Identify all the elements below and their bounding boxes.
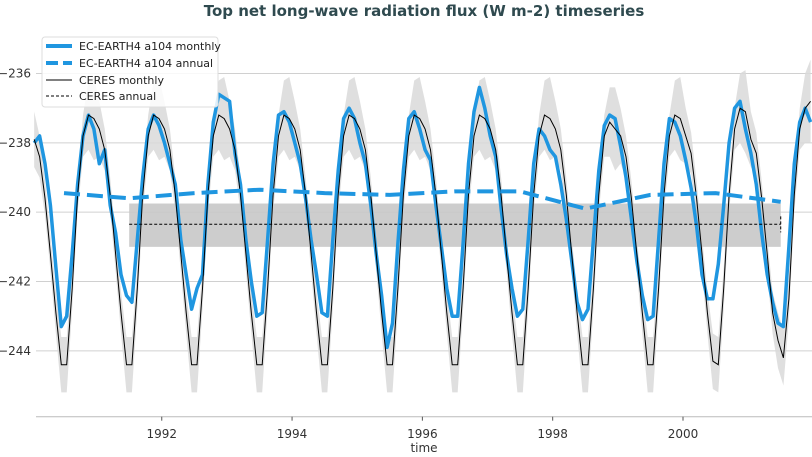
y-tick-label: −240	[0, 205, 31, 219]
ec-earth-annual-line	[63, 187, 781, 211]
ec-earth-monthly-line	[32, 85, 812, 350]
legend-label-ec-annual: EC-EARTH4 a104 annual	[79, 57, 213, 70]
bands	[34, 59, 811, 393]
chart-title: Top net long-wave radiation flux (W m-2)…	[204, 2, 645, 20]
x-tick-label: 1994	[277, 427, 308, 441]
y-tick-label: −244	[0, 344, 31, 358]
x-tick-label: 1998	[537, 427, 568, 441]
y-tick-label: −236	[0, 67, 31, 81]
x-axis-label: time	[410, 441, 437, 455]
x-ticks: 1992 1994 1996 1998 2000	[146, 416, 699, 441]
x-tick-label: 1992	[146, 427, 177, 441]
y-tick-label: −238	[0, 136, 31, 150]
y-tick-label: −242	[0, 275, 31, 289]
ceres-monthly-line	[33, 100, 811, 366]
ceres-monthly-spread-band	[34, 59, 811, 393]
x-tick-label: 2000	[668, 427, 699, 441]
legend-label-ec-monthly: EC-EARTH4 a104 monthly	[79, 40, 221, 53]
legend-box	[41, 36, 219, 108]
legend-label-ceres-monthly: CERES monthly	[79, 74, 164, 87]
x-tick-label: 1996	[407, 427, 438, 441]
legend-label-ceres-annual: CERES annual	[79, 90, 156, 103]
ceres-annual-band	[129, 203, 781, 247]
legend: EC-EARTH4 a104 monthly EC-EARTH4 a104 an…	[41, 36, 221, 108]
y-ticks: −236 −238 −240 −242 −244	[0, 67, 31, 358]
series	[32, 85, 812, 366]
